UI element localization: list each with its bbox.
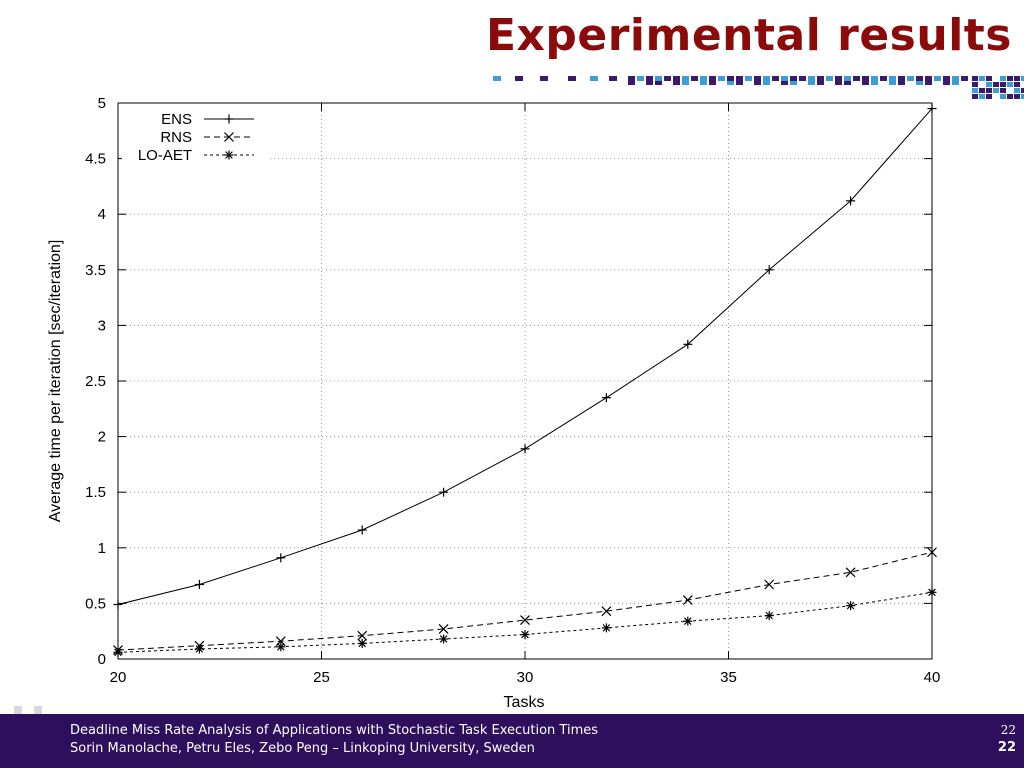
page-number-top: 22 xyxy=(1000,723,1016,737)
data-point xyxy=(520,615,530,626)
data-point xyxy=(683,339,693,349)
data-point xyxy=(846,196,856,206)
data-point xyxy=(683,616,693,626)
data-point xyxy=(601,623,611,633)
y-tick-label: 5 xyxy=(98,95,106,112)
data-point xyxy=(113,600,123,610)
data-point xyxy=(276,553,286,563)
legend-box xyxy=(122,107,268,167)
y-axis-label: Average time per iteration [sec/iteratio… xyxy=(47,240,64,523)
data-point xyxy=(764,579,775,590)
data-point xyxy=(764,611,774,621)
series-line-lo-aet xyxy=(117,591,933,653)
x-axis-label: Tasks xyxy=(504,694,545,711)
legend-label: LO-AET xyxy=(138,147,192,164)
y-tick-label: 1.5 xyxy=(85,484,106,501)
data-point xyxy=(601,393,611,403)
x-tick-label: 35 xyxy=(720,669,737,686)
data-point xyxy=(927,547,937,558)
y-tick-label: 2.5 xyxy=(85,373,106,390)
legend-marker xyxy=(224,114,234,124)
data-point xyxy=(601,606,612,617)
data-point xyxy=(276,642,286,652)
data-point xyxy=(520,444,530,454)
data-point xyxy=(764,265,774,275)
data-point xyxy=(357,630,368,641)
footer-authors: Sorin Manolache, Petru Eles, Zebo Peng –… xyxy=(70,741,535,756)
data-point xyxy=(438,624,449,634)
x-tick-label: 20 xyxy=(110,669,127,686)
legend-label: ENS xyxy=(161,111,192,128)
data-point xyxy=(927,587,937,597)
data-point xyxy=(113,647,123,657)
y-tick-label: 4 xyxy=(98,206,106,223)
data-point xyxy=(194,579,204,589)
data-point xyxy=(682,595,693,605)
x-tick-label: 40 xyxy=(924,669,941,686)
data-point xyxy=(194,644,204,654)
data-point xyxy=(357,525,367,535)
footer-bar: Deadline Miss Rate Analysis of Applicati… xyxy=(0,714,1024,768)
data-point xyxy=(846,601,856,611)
y-tick-label: 4.5 xyxy=(85,151,106,168)
slide-title: Experimental results xyxy=(485,10,1012,61)
footer-title: Deadline Miss Rate Analysis of Applicati… xyxy=(70,723,598,738)
y-tick-label: 1 xyxy=(98,540,106,557)
page-number-bottom: 22 xyxy=(997,740,1016,755)
title-underline-decoration xyxy=(493,76,1024,99)
legend-marker xyxy=(224,132,234,142)
data-point xyxy=(439,487,449,497)
y-tick-label: 0 xyxy=(98,651,106,668)
y-tick-label: 2 xyxy=(98,429,106,446)
data-point xyxy=(439,634,449,644)
x-tick-label: 30 xyxy=(517,669,534,686)
y-tick-label: 0.5 xyxy=(85,595,106,612)
data-point xyxy=(927,104,937,114)
data-point xyxy=(357,638,367,648)
line-chart: 0 0.5 1 1.5 2 2.5 3 3.5 4 4.5 5 20 25 30 35 40 ENSRNSLO… xyxy=(47,95,941,711)
y-tick-label: 3.5 xyxy=(85,262,106,279)
x-tick-label: 25 xyxy=(313,669,330,686)
series-line-rns xyxy=(117,551,933,651)
legend-label: RNS xyxy=(160,129,192,146)
y-tick-label: 3 xyxy=(98,317,106,334)
data-point xyxy=(845,567,856,578)
series-line-ens xyxy=(117,108,933,605)
data-point xyxy=(520,630,530,640)
legend-marker xyxy=(224,150,234,160)
